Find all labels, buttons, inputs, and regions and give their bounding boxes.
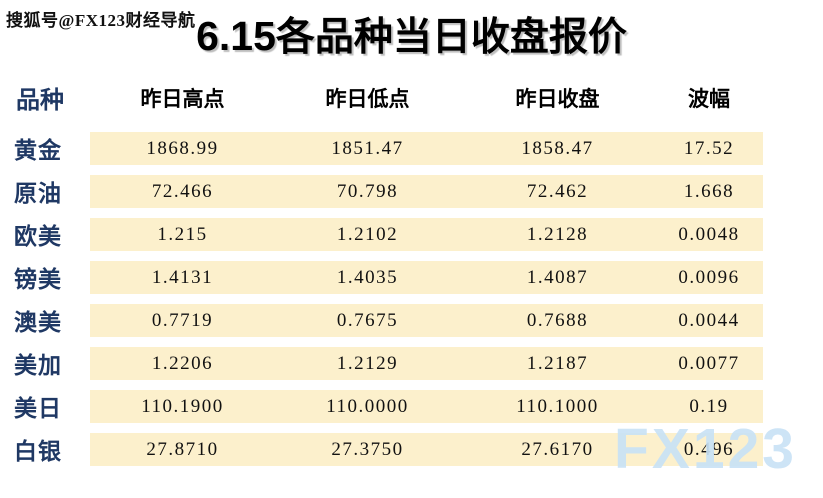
cell-prev-high: 27.8710 [90,432,275,466]
table-row-eurusd: 欧美 1.215 1.2102 1.2128 0.0048 [8,217,763,251]
cell-prev-low: 27.3750 [275,432,460,466]
cell-prev-close: 0.7688 [460,303,655,337]
cell-prev-high: 72.466 [90,174,275,208]
cell-prev-low: 70.798 [275,174,460,208]
cell-variety: 黄金 [14,138,62,163]
cell-range: 0.19 [655,389,763,423]
cell-prev-low: 0.7675 [275,303,460,337]
table-row-crude-oil: 原油 72.466 70.798 72.462 1.668 [8,174,763,208]
table-header-row: 品种 昨日高点 昨日低点 昨日收盘 波幅 [8,80,763,115]
cell-prev-close: 1.2187 [460,346,655,380]
cell-variety: 美日 [14,396,62,421]
table-row-audusd: 澳美 0.7719 0.7675 0.7688 0.0044 [8,303,763,337]
cell-prev-high: 1.4131 [90,260,275,294]
cell-range: 0.0077 [655,346,763,380]
cell-prev-close: 1.2128 [460,217,655,251]
cell-prev-close: 1.4087 [460,260,655,294]
cell-range: 1.668 [655,174,763,208]
cell-range: 0.0096 [655,260,763,294]
cell-prev-low: 1.2129 [275,346,460,380]
table-row-silver: 白银 27.8710 27.3750 27.6170 0.496 [8,432,763,466]
cell-range: 0.0048 [655,217,763,251]
cell-prev-close: 1858.47 [460,131,655,165]
cell-prev-close: 110.1000 [460,389,655,423]
title-text: 各品种当日收盘报价 [275,16,627,59]
cell-prev-low: 110.0000 [275,389,460,423]
cell-variety: 美加 [14,353,62,378]
cell-prev-low: 1.2102 [275,217,460,251]
table-row-usdjpy: 美日 110.1900 110.0000 110.1000 0.19 [8,389,763,423]
title-date: 6.15 [196,13,276,59]
cell-prev-high: 1868.99 [90,131,275,165]
cell-prev-high: 0.7719 [90,303,275,337]
sohu-account-watermark: 搜狐号@FX123财经导航 [6,11,196,30]
cell-prev-high: 1.215 [90,217,275,251]
cell-variety: 白银 [14,439,62,464]
cell-prev-low: 1.4035 [275,260,460,294]
cell-variety: 镑美 [14,267,62,292]
page-title: 6.15各品种当日收盘报价 [0,6,823,62]
table-row-usdcad: 美加 1.2206 1.2129 1.2187 0.0077 [8,346,763,380]
header-range: 波幅 [688,86,730,111]
header-variety: 品种 [16,88,64,114]
quote-table: 品种 昨日高点 昨日低点 昨日收盘 波幅 黄金 1868.99 1851.47 … [8,80,763,466]
cell-variety: 原油 [14,181,62,206]
cell-prev-low: 1851.47 [275,131,460,165]
header-prev-high: 昨日高点 [140,86,225,111]
table-row-gbpusd: 镑美 1.4131 1.4035 1.4087 0.0096 [8,260,763,294]
header-prev-close: 昨日收盘 [515,86,600,111]
cell-prev-close: 72.462 [460,174,655,208]
cell-variety: 澳美 [14,310,62,335]
cell-variety: 欧美 [14,224,62,249]
cell-range: 0.496 [655,432,763,466]
cell-range: 17.52 [655,131,763,165]
cell-prev-high: 110.1900 [90,389,275,423]
cell-prev-close: 27.6170 [460,432,655,466]
cell-range: 0.0044 [655,303,763,337]
table-row-gold: 黄金 1868.99 1851.47 1858.47 17.52 [8,131,763,165]
header-prev-low: 昨日低点 [325,86,410,111]
cell-prev-high: 1.2206 [90,346,275,380]
